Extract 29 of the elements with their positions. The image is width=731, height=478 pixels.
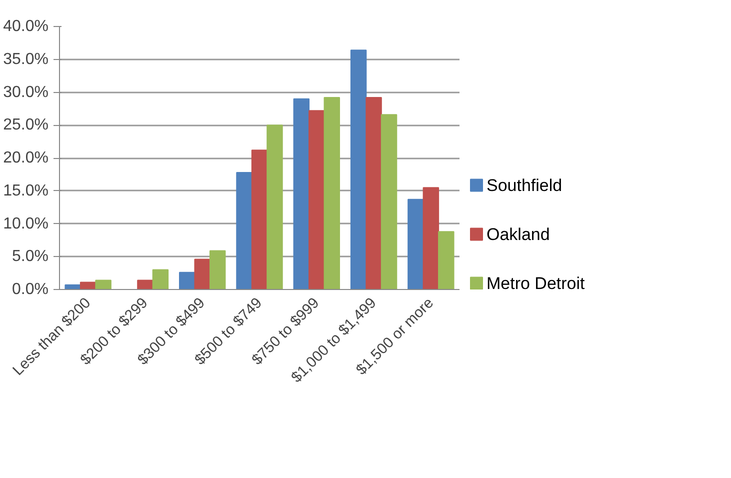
bar <box>408 198 424 290</box>
bar <box>209 250 226 290</box>
bar <box>152 269 169 290</box>
legend-label: Southfield <box>486 176 562 195</box>
bar <box>324 97 340 290</box>
bar <box>422 187 440 290</box>
bar <box>251 150 268 290</box>
y-tick-label: 20.0% <box>3 150 49 166</box>
y-tick-label: 30.0% <box>3 84 49 101</box>
bar <box>366 97 382 290</box>
legend-label: Oakland <box>486 224 550 244</box>
bar <box>236 172 252 290</box>
y-tick-label: 0.0% <box>12 281 48 298</box>
bar <box>95 280 112 290</box>
bar <box>308 110 325 290</box>
bar <box>350 50 367 290</box>
bar <box>438 231 454 290</box>
y-tick-label: 40.0% <box>3 18 49 35</box>
bar <box>380 114 398 290</box>
y-tick-label: 10.0% <box>3 215 49 232</box>
bar <box>293 98 310 290</box>
y-tick-label: 5.0% <box>12 248 48 266</box>
y-tick-label: 25.0% <box>3 116 49 134</box>
legend-label: Metro Detroit <box>486 274 586 293</box>
y-tick-label: 35.0% <box>3 50 49 68</box>
bar <box>179 272 196 290</box>
y-tick-label: 15.0% <box>3 182 49 200</box>
bar <box>266 124 283 290</box>
bar <box>194 258 210 290</box>
